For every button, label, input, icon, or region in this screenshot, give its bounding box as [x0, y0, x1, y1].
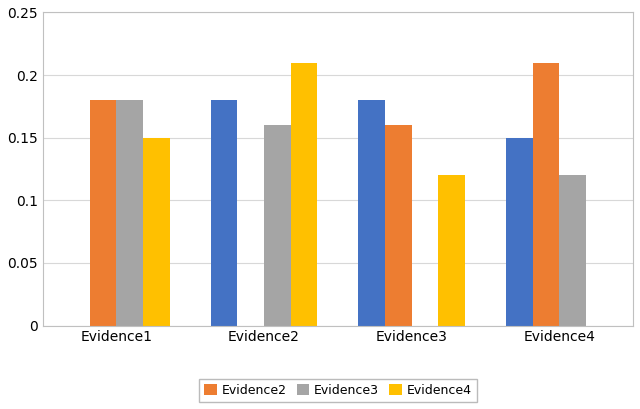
Bar	[264, 125, 291, 326]
Bar	[559, 175, 586, 326]
Bar	[506, 138, 532, 326]
Bar	[143, 138, 170, 326]
Bar	[211, 100, 237, 326]
Bar	[532, 63, 559, 326]
Legend: Evidence2, Evidence3, Evidence4: Evidence2, Evidence3, Evidence4	[199, 379, 477, 402]
Bar	[438, 175, 465, 326]
Bar	[116, 100, 143, 326]
Bar	[90, 100, 116, 326]
Bar	[385, 125, 412, 326]
Bar	[291, 63, 317, 326]
Bar	[358, 100, 385, 326]
